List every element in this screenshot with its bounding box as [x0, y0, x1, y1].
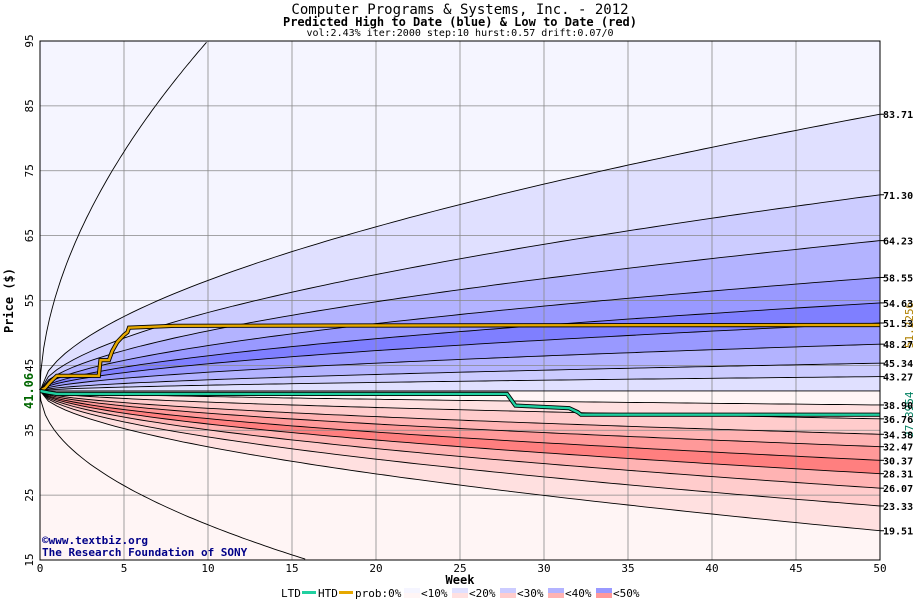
- chart-subtitle: Predicted High to Date (blue) & Low to D…: [282, 15, 637, 29]
- low-percentile-curve: [39, 390, 881, 435]
- legend-swatch-20-top: [500, 588, 516, 593]
- low-band-5: [40, 390, 880, 461]
- x-tick-label: 20: [369, 562, 382, 575]
- high-percentile-curve: [39, 376, 881, 392]
- right-end-label: 32.47: [883, 443, 913, 454]
- high-percentile-curve: [39, 194, 881, 392]
- low-percentile-curve: [39, 390, 881, 507]
- high-band-4: [40, 240, 880, 391]
- right-end-label: 43.27: [883, 373, 913, 384]
- htd-final-label: 51.2256: [903, 302, 916, 348]
- right-end-label: 64.23: [883, 237, 913, 248]
- right-end-label: 51.53: [883, 319, 913, 330]
- plot-frame: [39, 40, 881, 561]
- x-tick-label: 40: [705, 562, 718, 575]
- legend-prob0-label: prob:0%: [355, 587, 402, 600]
- high-band-5: [40, 277, 880, 391]
- chart-parameters: vol:2.43% iter:2000 step:10 hurst:0.57 d…: [306, 28, 614, 39]
- x-tick-label: 50: [873, 562, 886, 575]
- low-band-9: [40, 390, 880, 531]
- x-tick-label: 35: [621, 562, 634, 575]
- x-tick-label: 0: [37, 562, 44, 575]
- low-percentile-curve: [39, 390, 881, 448]
- y-tick-label: 95: [23, 34, 36, 47]
- x-tick-label: 30: [537, 562, 550, 575]
- y-tick-label: 45: [23, 359, 36, 372]
- legend-p20-label: <20%: [469, 587, 496, 600]
- start-price-label: 41.06: [22, 373, 36, 409]
- low-percentile-curve: [39, 390, 881, 475]
- x-tick-label: 5: [121, 562, 128, 575]
- low-band-7: [40, 390, 880, 489]
- low-band-8: [40, 390, 880, 506]
- right-end-label: 83.71: [883, 110, 913, 121]
- y-tick-label: 15: [23, 553, 36, 566]
- low-band-4: [40, 390, 880, 447]
- chart-title: Computer Programs & Systems, Inc. - 2012: [291, 2, 629, 18]
- high-band-3: [40, 194, 880, 391]
- legend-swatch-10-top: [452, 588, 468, 593]
- right-end-label: 54.63: [883, 299, 913, 310]
- legend-ltd-swatch: [302, 591, 316, 594]
- legend-swatch-40-top: [596, 588, 612, 593]
- y-axis-label: Price ($): [2, 268, 16, 333]
- y-tick-label: 65: [23, 229, 36, 242]
- series-lines: [38, 322, 881, 417]
- high-percentile-curve: [39, 240, 881, 392]
- right-end-label: 26.07: [883, 484, 913, 495]
- high-percentile-curve: [39, 362, 881, 392]
- high-percentile-curve: [39, 343, 881, 392]
- legend-htd-label: HTD: [318, 587, 338, 600]
- legend-p50-label: <50%: [613, 587, 640, 600]
- right-end-label: 34.38: [883, 430, 913, 441]
- right-end-label: 30.37: [883, 456, 913, 467]
- right-end-label: 58.55: [883, 273, 913, 284]
- high-percentile-curve: [39, 302, 881, 392]
- x-tick-label: 45: [789, 562, 802, 575]
- y-tick-label: 85: [23, 99, 36, 112]
- right-end-label: 45.34: [883, 359, 913, 370]
- x-tick-label: 10: [201, 562, 214, 575]
- high-percentile-curve: [39, 113, 881, 392]
- y-tick-label: 25: [23, 489, 36, 502]
- y-tick-label: 55: [23, 294, 36, 307]
- x-tick-label: 15: [285, 562, 298, 575]
- right-end-label: 48.27: [883, 340, 913, 351]
- legend: LTD HTD prob:0% <10% <20% <30% <40% <50%: [281, 587, 640, 600]
- x-axis-label: Week: [446, 573, 476, 587]
- low-percentile-curve: [39, 390, 881, 532]
- low-percentile-curve: [39, 390, 881, 461]
- high-percentile-curve: [39, 322, 881, 392]
- right-end-label: 71.30: [883, 191, 913, 202]
- htd-line: [39, 323, 881, 392]
- low-band-6: [40, 390, 880, 474]
- right-end-label: 38.90: [883, 401, 913, 412]
- low-band-outer: [40, 390, 880, 560]
- high-percentile-curve: [39, 277, 881, 392]
- legend-p30-label: <30%: [517, 587, 544, 600]
- right-end-label: 23.33: [883, 502, 913, 513]
- credit-organization: The Research Foundation of SONY: [42, 546, 248, 559]
- right-end-label: 36.76: [883, 415, 913, 426]
- ltd-line: [39, 389, 880, 416]
- y-tick-label: 35: [23, 424, 36, 437]
- y-tick-label: 75: [23, 164, 36, 177]
- high-envelope-curve: [39, 42, 207, 391]
- legend-ltd-label: LTD: [281, 587, 301, 600]
- credit-website: ©www.textbiz.org: [42, 534, 148, 547]
- low-envelope-curve: [39, 390, 306, 560]
- legend-swatch-30-top: [548, 588, 564, 593]
- legend-p40-label: <40%: [565, 587, 592, 600]
- right-end-label: 19.51: [883, 527, 913, 538]
- right-end-label: 28.31: [883, 470, 913, 481]
- legend-htd-swatch: [339, 591, 353, 594]
- ltd-final-label: 37.3954: [903, 391, 916, 438]
- x-tick-label: 25: [453, 562, 466, 575]
- high-band-outer: [40, 41, 880, 391]
- low-percentile-curve: [39, 390, 881, 489]
- legend-swatch-0-top: [404, 588, 420, 593]
- legend-p10-label: <10%: [421, 587, 448, 600]
